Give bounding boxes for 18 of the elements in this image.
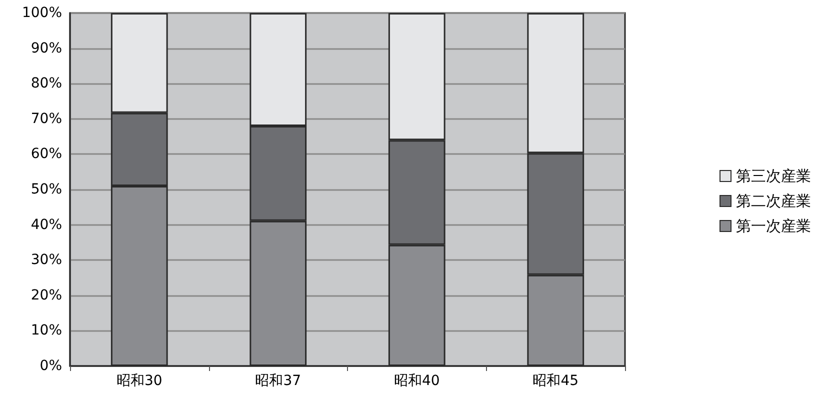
legend-label: 第三次産業 xyxy=(736,167,811,185)
y-tick-label: 90% xyxy=(30,40,62,56)
y-tick-label: 0% xyxy=(40,358,62,374)
y-tick-label: 50% xyxy=(30,182,62,198)
y-tick-label: 100% xyxy=(22,5,62,21)
x-tick-label: 昭和30 xyxy=(116,373,162,389)
y-tick-label: 40% xyxy=(30,216,62,233)
x-tick-label: 昭和37 xyxy=(255,373,302,389)
y-tick-label: 70% xyxy=(30,110,62,127)
y-tick-label: 60% xyxy=(30,146,62,162)
legend-label: 第一次産業 xyxy=(736,217,811,235)
legend-label: 第二次産業 xyxy=(736,192,811,210)
y-tick-label: 30% xyxy=(30,252,62,268)
y-tick-label: 20% xyxy=(30,287,62,304)
x-tick-label: 昭和40 xyxy=(394,373,440,389)
x-tick-label: 昭和45 xyxy=(532,373,579,389)
y-tick-label: 10% xyxy=(30,322,62,339)
y-tick-label: 80% xyxy=(30,76,62,92)
